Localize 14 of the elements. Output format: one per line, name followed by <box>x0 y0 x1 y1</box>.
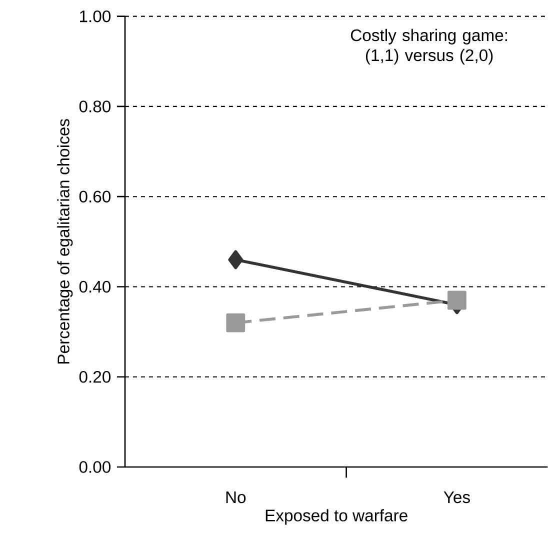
y-tick-label: 0.20 <box>79 370 111 383</box>
annotation: Costly sharing game: (1,1) versus (2,0) <box>350 28 507 64</box>
y-tick-label: 0.00 <box>79 461 111 473</box>
y-tick-label: 0.60 <box>79 190 111 203</box>
point <box>228 250 244 270</box>
x-axis-title: Exposed to warfare <box>266 509 408 525</box>
y-tick-label: 1.00 <box>80 10 111 22</box>
x-tick-label: No <box>226 491 246 504</box>
y-axis-title: Percentage of egalitarian choices <box>57 119 73 364</box>
point <box>447 290 466 310</box>
point <box>226 313 246 332</box>
y-tick-label: 0.40 <box>79 280 111 293</box>
x-tick-label: Yes <box>444 491 470 504</box>
y-tick-label: 0.80 <box>79 100 111 112</box>
